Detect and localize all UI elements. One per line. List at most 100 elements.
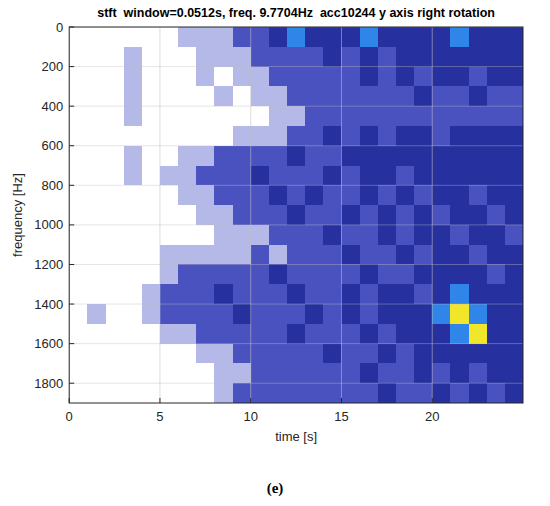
heat-cell (251, 383, 270, 403)
heat-cell (233, 106, 252, 126)
heat-cell (414, 86, 433, 106)
heat-cell (414, 205, 433, 225)
heat-cell (341, 225, 360, 245)
y-tick (69, 343, 74, 344)
heat-cell (341, 185, 360, 205)
heat-cell (106, 146, 125, 166)
heat-cell (487, 126, 506, 146)
heat-cell (214, 363, 233, 383)
heat-cell (214, 146, 233, 166)
heat-cell (341, 363, 360, 383)
heat-cell (178, 106, 197, 126)
heat-cell (378, 245, 397, 265)
heat-cell (142, 383, 161, 403)
heat-cell (269, 344, 288, 364)
heat-cell (450, 106, 469, 126)
heat-cell (378, 284, 397, 304)
heat-cell (323, 86, 342, 106)
heat-cell (160, 304, 179, 324)
heat-cell (87, 245, 106, 265)
heat-cell (142, 363, 161, 383)
heat-cell (178, 47, 197, 67)
heat-cell (414, 284, 433, 304)
heat-cell (487, 106, 506, 126)
heat-cell (341, 166, 360, 186)
heat-cell (87, 225, 106, 245)
heat-cell (305, 383, 324, 403)
heat-cell (305, 126, 324, 146)
grid-line (69, 185, 523, 186)
heat-cell (305, 47, 324, 67)
heat-cell (233, 205, 252, 225)
heat-cell (287, 47, 306, 67)
heat-cell (323, 245, 342, 265)
heat-cell (505, 27, 523, 47)
heat-cell (196, 146, 215, 166)
heat-cell (269, 146, 288, 166)
heat-cell (396, 166, 415, 186)
heat-cell (396, 126, 415, 146)
heat-cell (160, 67, 179, 87)
heat-cell (305, 86, 324, 106)
heat-cell (505, 67, 523, 87)
heat-cell (450, 86, 469, 106)
heat-cell (396, 106, 415, 126)
heat-cell (106, 324, 125, 344)
heat-cell (87, 363, 106, 383)
heat-cell (450, 126, 469, 146)
heat-cell (178, 86, 197, 106)
heat-cell (142, 324, 161, 344)
heat-cell (487, 363, 506, 383)
heat-cell (233, 126, 252, 146)
heat-cell (287, 324, 306, 344)
heat-cell (87, 106, 106, 126)
heat-cell (505, 264, 523, 284)
heat-cell (360, 264, 379, 284)
y-tick-label: 800 (41, 178, 63, 193)
heat-cell (69, 344, 88, 364)
heat-cell (487, 225, 506, 245)
heat-cell (323, 284, 342, 304)
heat-cell (160, 344, 179, 364)
heat-cell (196, 284, 215, 304)
heat-cell (487, 383, 506, 403)
heat-cell (287, 363, 306, 383)
heat-cell (106, 47, 125, 67)
heat-cell (214, 126, 233, 146)
heat-cell (233, 47, 252, 67)
heat-cell (360, 27, 379, 47)
heat-cell (196, 27, 215, 47)
heat-cell (178, 245, 197, 265)
heat-cell (269, 86, 288, 106)
heat-cell (87, 27, 106, 47)
heat-cell (323, 67, 342, 87)
heat-cell (323, 264, 342, 284)
heat-cell (450, 284, 469, 304)
heat-cell (469, 304, 488, 324)
heat-cell (360, 86, 379, 106)
grid-line (432, 27, 433, 403)
heat-cell (287, 146, 306, 166)
heat-cell (142, 86, 161, 106)
heat-cell (87, 264, 106, 284)
heat-cell (196, 126, 215, 146)
heat-cell (450, 67, 469, 87)
heat-cell (160, 146, 179, 166)
heat-cell (69, 205, 88, 225)
heat-cell (287, 284, 306, 304)
heat-cell (124, 185, 143, 205)
heat-cell (505, 126, 523, 146)
heat-cell (178, 27, 197, 47)
heat-cell (323, 205, 342, 225)
heat-cell (87, 146, 106, 166)
heat-cell (142, 185, 161, 205)
heat-cell (69, 363, 88, 383)
heat-cell (305, 304, 324, 324)
heat-cell (378, 225, 397, 245)
heat-cell (106, 205, 125, 225)
heat-cell (305, 166, 324, 186)
heat-cell (142, 67, 161, 87)
heat-cell (269, 264, 288, 284)
heat-cell (160, 126, 179, 146)
heat-cell (214, 245, 233, 265)
